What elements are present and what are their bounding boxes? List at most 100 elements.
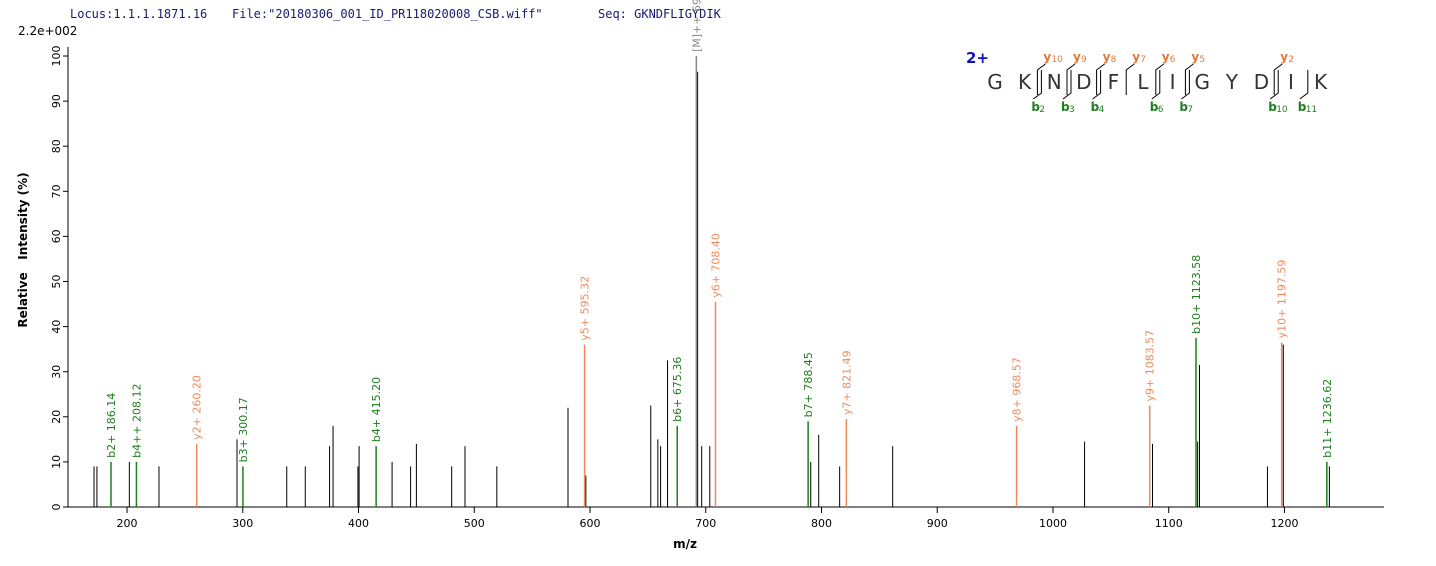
sequence-header: Seq: GKNDFLIGYDIK — [598, 7, 722, 21]
y-ion-number: 5 — [1199, 55, 1205, 65]
residue: N — [1047, 70, 1062, 94]
x-tick-label: 700 — [695, 517, 716, 530]
y-marker — [1273, 63, 1283, 95]
locus: Locus:1.1.1.1871.16 — [70, 7, 207, 21]
y-tick-label: 30 — [50, 365, 63, 379]
x-tick-label: 300 — [232, 517, 253, 530]
residue: D — [1254, 70, 1269, 94]
y-ion: y — [1162, 50, 1170, 64]
peak-label: y9+ 1083.57 — [1144, 330, 1157, 402]
y-ion: y — [1103, 50, 1111, 64]
b-ion-number: 6 — [1158, 105, 1164, 115]
b-marker — [1062, 70, 1072, 100]
b-ion-number: 10 — [1276, 105, 1288, 115]
x-tick-label: 600 — [580, 517, 601, 530]
peak-label: y2+ 260.20 — [191, 375, 204, 440]
y-tick-label: 40 — [50, 320, 63, 334]
residue: D — [1076, 70, 1091, 94]
file: File:"20180306_001_ID_PR118020008_CSB.wi… — [232, 7, 543, 21]
b-ion-number: 2 — [1039, 105, 1045, 115]
residue: K — [1018, 70, 1032, 94]
x-tick-label: 1000 — [1039, 517, 1067, 530]
y-ion-number: 9 — [1081, 55, 1087, 65]
b-ion: b — [1268, 100, 1277, 114]
x-tick-label: 500 — [464, 517, 485, 530]
y-ion-number: 8 — [1111, 55, 1117, 65]
b-ion: b — [1179, 100, 1188, 114]
y-marker — [1066, 63, 1076, 95]
residue: G — [987, 70, 1003, 94]
y-tick-label: 80 — [50, 139, 63, 153]
peak-label: b11+ 1236.62 — [1321, 379, 1334, 458]
residue: F — [1108, 70, 1120, 94]
x-tick-label: 900 — [927, 517, 948, 530]
y-tick-label: 0 — [50, 504, 63, 511]
residue: L — [1137, 70, 1149, 94]
peak-label: b4++ 208.12 — [130, 383, 143, 457]
b-marker — [1092, 70, 1102, 100]
y-tick-label: 10 — [50, 455, 63, 469]
y-marker — [1096, 63, 1105, 95]
b-ion-number: 11 — [1306, 105, 1317, 115]
peak-label: y6+ 708.40 — [709, 233, 722, 298]
y-marker — [1125, 63, 1135, 95]
y-tick-label: 60 — [50, 229, 63, 243]
peak-label: b7+ 788.45 — [802, 352, 815, 417]
b-ion-number: 7 — [1187, 105, 1193, 115]
b-ion: b — [1031, 100, 1040, 114]
peak-label: y10+ 1197.59 — [1276, 260, 1289, 339]
x-tick-label: 1200 — [1270, 517, 1298, 530]
y-tick-label: 100 — [50, 46, 63, 67]
b-marker — [1181, 70, 1190, 100]
b-ion: b — [1091, 100, 1100, 114]
peak-label: b10+ 1123.58 — [1190, 255, 1203, 334]
b-marker — [1269, 70, 1279, 100]
x-axis-label: m/z — [673, 537, 697, 551]
y-marker — [1155, 63, 1165, 95]
residue: G — [1194, 70, 1210, 94]
peak-label: y7+ 821.49 — [840, 350, 853, 415]
b-ion-number: 4 — [1099, 105, 1105, 115]
b-ion: b — [1061, 100, 1070, 114]
residue: I — [1170, 70, 1176, 94]
b-marker — [1033, 70, 1042, 100]
x-tick-label: 800 — [811, 517, 832, 530]
y-ion-number: 6 — [1170, 55, 1176, 65]
scale-label: 2.2e+002 — [18, 24, 77, 38]
y-ion-number: 7 — [1140, 55, 1146, 65]
peak-label: y5+ 595.32 — [579, 276, 592, 341]
y-ion: y — [1132, 50, 1140, 64]
residue: K — [1314, 70, 1328, 94]
y-tick-label: 20 — [50, 410, 63, 424]
y-marker — [1184, 63, 1194, 95]
b-marker — [1299, 70, 1309, 100]
y-ion: y — [1280, 50, 1288, 64]
b-ion: b — [1298, 100, 1307, 114]
b-marker — [1151, 70, 1161, 100]
charge: 2+ — [966, 49, 989, 67]
y-ion: y — [1191, 50, 1199, 64]
x-tick-label: 200 — [117, 517, 138, 530]
y-marker — [1036, 63, 1046, 95]
x-tick-label: 400 — [348, 517, 369, 530]
y-tick-label: 70 — [50, 184, 63, 198]
peak-label: b2+ 186.14 — [105, 393, 118, 458]
peak-label: b6+ 675.36 — [671, 357, 684, 422]
y-tick-label: 90 — [50, 94, 63, 108]
residue: Y — [1225, 70, 1239, 94]
b-ion-number: 3 — [1069, 105, 1075, 115]
peak-label: [M]++ 691.88 — [690, 0, 703, 52]
peak-label: b4+ 415.20 — [370, 377, 383, 442]
y-ion: y — [1073, 50, 1081, 64]
residue: I — [1288, 70, 1294, 94]
y-ion-number: 10 — [1051, 55, 1063, 65]
peak-label: y8+ 968.57 — [1011, 357, 1024, 422]
x-tick-label: 1100 — [1155, 517, 1183, 530]
y-ion-number: 2 — [1288, 55, 1294, 65]
y-axis-label: Relative Intensity (%) — [16, 172, 30, 327]
y-tick-label: 50 — [50, 275, 63, 289]
peak-label: b3+ 300.17 — [237, 397, 250, 462]
y-ion: y — [1043, 50, 1051, 64]
b-ion: b — [1150, 100, 1159, 114]
